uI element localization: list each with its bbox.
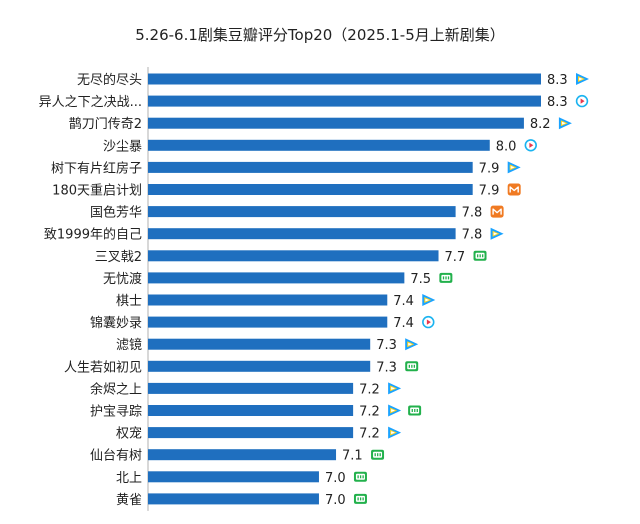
tencent-video-icon [422,294,436,306]
value-label: 7.8 [462,206,483,221]
tencent-video-icon [388,404,402,417]
value-label: 7.5 [410,272,431,287]
bar [148,250,439,262]
bar [148,228,456,240]
value-label: 7.0 [325,493,346,508]
value-label: 7.2 [359,382,380,397]
bar [148,95,541,107]
category-label: 滤镜 [116,338,142,353]
iqiyi-icon [371,449,385,460]
iqiyi-icon [405,361,419,372]
category-label: 锦囊妙录 [90,315,142,331]
value-label: 8.2 [530,117,551,132]
youku-icon [422,315,435,329]
value-label: 7.7 [445,250,466,265]
category-label: 180天重启计划 [52,183,142,199]
bar [148,405,354,416]
bar [148,360,371,372]
mgtv-icon [490,205,504,218]
value-label: 8.3 [547,95,568,110]
category-label: 无忧渡 [103,271,142,287]
youku-icon [524,139,537,152]
bar [148,117,524,129]
iqiyi-icon [353,471,367,482]
bar [148,139,490,151]
value-label: 7.4 [393,316,414,331]
tencent-video-icon [405,338,419,351]
bar [148,184,473,195]
bar [148,161,473,173]
category-label: 异人之下之决战... [39,95,142,110]
category-label: 余烬之上 [90,381,142,397]
iqiyi-icon [408,405,422,416]
iqiyi-icon [439,272,453,283]
category-label: 棋士 [116,294,142,309]
category-label: 北上 [116,471,142,486]
iqiyi-icon [473,250,487,261]
category-label: 权宠 [116,426,142,442]
value-label: 8.0 [496,139,517,154]
value-label: 7.3 [376,360,397,375]
tencent-video-icon [388,382,402,395]
category-label: 树下有片红房子 [51,160,142,176]
category-label: 黄雀 [116,493,142,508]
category-label: 仙台有树 [90,449,142,464]
bar [148,338,371,350]
bar [148,427,354,439]
tencent-video-icon [558,117,572,130]
value-label: 7.2 [359,405,380,420]
value-label: 7.1 [342,449,363,464]
value-label: 7.3 [376,338,397,353]
tencent-video-icon [576,73,589,85]
category-label: 沙尘暴 [103,139,142,154]
category-label: 国色芳华 [90,205,142,221]
category-label: 三叉戟2 [95,250,142,265]
category-label: 致1999年的自己 [44,227,142,243]
value-label: 7.0 [325,471,346,486]
bar [148,316,388,328]
value-label: 7.9 [479,161,500,176]
bar [148,382,354,394]
bar [148,73,541,85]
value-label: 7.2 [359,427,380,442]
bar [148,294,388,306]
category-label: 鹊刀门传奇2 [69,116,142,132]
bar [148,471,319,483]
bar [148,493,319,505]
category-label: 护宝寻踪 [90,405,142,420]
tencent-video-icon [490,227,504,240]
mgtv-icon [507,183,521,196]
category-label: 无尽的尽头 [77,72,142,88]
iqiyi-icon [353,493,367,504]
bar [148,449,337,461]
chart-title: 5.26-6.1剧集豆瓣评分Top20（2025.1-5月上新剧集） [135,26,505,44]
value-label: 8.3 [547,73,568,88]
tencent-video-icon [507,161,521,174]
category-label: 人生若如初见 [64,359,142,375]
bar [148,206,456,218]
bar [148,272,405,284]
value-label: 7.4 [393,294,414,309]
youku-icon [575,94,589,108]
value-label: 7.8 [462,228,483,243]
value-label: 7.9 [479,184,500,199]
tencent-video-icon [388,426,402,439]
